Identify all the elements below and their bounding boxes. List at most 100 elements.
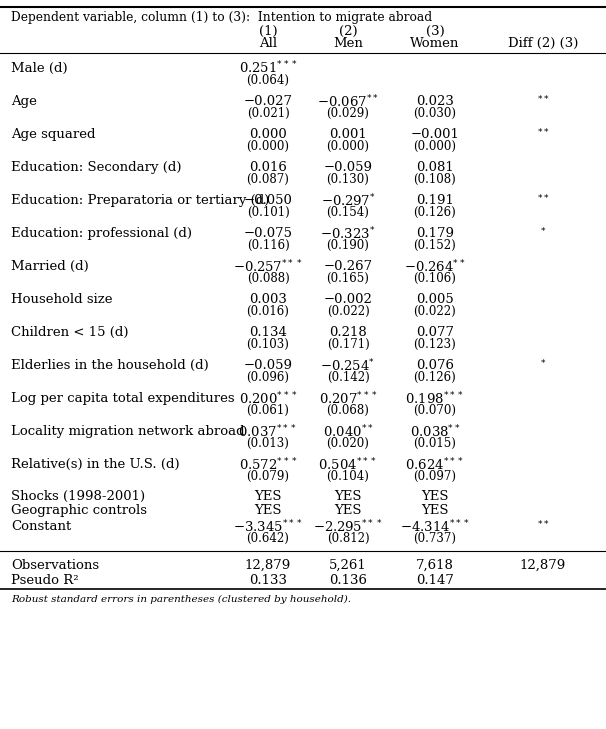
Text: $^{**}$: $^{**}$ bbox=[536, 95, 550, 108]
Text: −0.267: −0.267 bbox=[324, 260, 373, 273]
Text: 0.003: 0.003 bbox=[249, 293, 287, 306]
Text: (0.097): (0.097) bbox=[413, 470, 456, 483]
Text: (0.061): (0.061) bbox=[247, 404, 290, 417]
Text: (0.070): (0.070) bbox=[413, 404, 456, 417]
Text: (0.154): (0.154) bbox=[327, 206, 370, 219]
Text: Diff (2) (3): Diff (2) (3) bbox=[508, 37, 578, 50]
Text: (0.000): (0.000) bbox=[327, 140, 370, 153]
Text: 0.198$^{***}$: 0.198$^{***}$ bbox=[405, 391, 465, 407]
Text: Education: Secondary (d): Education: Secondary (d) bbox=[11, 161, 182, 174]
Text: 0.504$^{***}$: 0.504$^{***}$ bbox=[319, 456, 378, 473]
Text: −0.050: −0.050 bbox=[244, 194, 293, 207]
Text: 0.040$^{**}$: 0.040$^{**}$ bbox=[322, 424, 373, 440]
Text: Age: Age bbox=[11, 95, 37, 108]
Text: (0.130): (0.130) bbox=[327, 173, 370, 186]
Text: (0.016): (0.016) bbox=[247, 305, 290, 318]
Text: (0.029): (0.029) bbox=[327, 107, 370, 120]
Text: (0.812): (0.812) bbox=[327, 532, 369, 545]
Text: YES: YES bbox=[421, 504, 449, 518]
Text: Relative(s) in the U.S. (d): Relative(s) in the U.S. (d) bbox=[11, 459, 179, 471]
Text: −0.254$^{*}$: −0.254$^{*}$ bbox=[321, 357, 376, 374]
Text: 12,879: 12,879 bbox=[520, 559, 566, 572]
Text: 0.218: 0.218 bbox=[329, 326, 367, 339]
Text: (0.126): (0.126) bbox=[414, 206, 456, 219]
Text: (0.064): (0.064) bbox=[247, 74, 290, 87]
Text: 5,261: 5,261 bbox=[329, 559, 367, 572]
Text: 12,879: 12,879 bbox=[245, 559, 291, 572]
Text: 0.624$^{***}$: 0.624$^{***}$ bbox=[405, 456, 465, 473]
Text: Log per capita total expenditures: Log per capita total expenditures bbox=[11, 392, 235, 405]
Text: Geographic controls: Geographic controls bbox=[11, 504, 147, 518]
Text: (0.126): (0.126) bbox=[414, 371, 456, 384]
Text: $^{**}$: $^{**}$ bbox=[536, 521, 550, 534]
Text: Children < 15 (d): Children < 15 (d) bbox=[11, 326, 128, 339]
Text: (0.101): (0.101) bbox=[247, 206, 290, 219]
Text: 0.200$^{***}$: 0.200$^{***}$ bbox=[239, 391, 298, 407]
Text: 0.572$^{***}$: 0.572$^{***}$ bbox=[239, 456, 298, 473]
Text: Locality migration network abroad: Locality migration network abroad bbox=[11, 425, 245, 438]
Text: (0.737): (0.737) bbox=[413, 532, 456, 545]
Text: (0.087): (0.087) bbox=[247, 173, 290, 186]
Text: (0.015): (0.015) bbox=[413, 437, 456, 451]
Text: YES: YES bbox=[421, 490, 449, 503]
Text: (0.021): (0.021) bbox=[247, 107, 290, 120]
Text: (0.171): (0.171) bbox=[327, 338, 370, 351]
Text: $^{**}$: $^{**}$ bbox=[536, 194, 550, 207]
Text: −0.059: −0.059 bbox=[244, 359, 293, 373]
Text: 0.251$^{***}$: 0.251$^{***}$ bbox=[239, 61, 298, 77]
Text: Married (d): Married (d) bbox=[11, 260, 88, 273]
Text: (0.022): (0.022) bbox=[414, 305, 456, 318]
Text: Education: professional (d): Education: professional (d) bbox=[11, 227, 192, 240]
Text: All: All bbox=[259, 37, 277, 50]
Text: 0.207$^{***}$: 0.207$^{***}$ bbox=[319, 391, 378, 407]
Text: −0.001: −0.001 bbox=[410, 128, 459, 141]
Text: −3.345$^{***}$: −3.345$^{***}$ bbox=[233, 518, 303, 535]
Text: (0.165): (0.165) bbox=[327, 272, 370, 285]
Text: Observations: Observations bbox=[11, 559, 99, 572]
Text: Dependent variable, column (1) to (3):  Intention to migrate abroad: Dependent variable, column (1) to (3): I… bbox=[11, 10, 432, 23]
Text: (0.116): (0.116) bbox=[247, 239, 290, 252]
Text: (0.000): (0.000) bbox=[413, 140, 456, 153]
Text: Robust standard errors in parentheses (clustered by household).: Robust standard errors in parentheses (c… bbox=[11, 595, 351, 604]
Text: 0.023: 0.023 bbox=[416, 95, 454, 108]
Text: 0.000: 0.000 bbox=[249, 128, 287, 141]
Text: (0.079): (0.079) bbox=[247, 470, 290, 483]
Text: −0.067$^{**}$: −0.067$^{**}$ bbox=[317, 93, 379, 110]
Text: −0.027: −0.027 bbox=[244, 95, 293, 108]
Text: Women: Women bbox=[410, 37, 460, 50]
Text: Constant: Constant bbox=[11, 521, 72, 534]
Text: (0.088): (0.088) bbox=[247, 272, 290, 285]
Text: YES: YES bbox=[255, 490, 282, 503]
Text: (0.000): (0.000) bbox=[247, 140, 290, 153]
Text: 0.037$^{***}$: 0.037$^{***}$ bbox=[239, 424, 298, 440]
Text: (2): (2) bbox=[339, 25, 358, 38]
Text: 0.147: 0.147 bbox=[416, 574, 454, 587]
Text: (0.123): (0.123) bbox=[414, 338, 456, 351]
Text: YES: YES bbox=[335, 504, 362, 518]
Text: Shocks (1998-2001): Shocks (1998-2001) bbox=[11, 490, 145, 503]
Text: 0.081: 0.081 bbox=[416, 161, 454, 174]
Text: $^{*}$: $^{*}$ bbox=[540, 227, 546, 240]
Text: −0.297$^{*}$: −0.297$^{*}$ bbox=[321, 192, 375, 209]
Text: −0.264$^{**}$: −0.264$^{**}$ bbox=[404, 258, 466, 275]
Text: Household size: Household size bbox=[11, 293, 113, 306]
Text: Education: Preparatoria or tertiary (d): Education: Preparatoria or tertiary (d) bbox=[11, 194, 270, 207]
Text: Age squared: Age squared bbox=[11, 128, 96, 141]
Text: (0.022): (0.022) bbox=[327, 305, 370, 318]
Text: −0.075: −0.075 bbox=[244, 227, 293, 240]
Text: (0.152): (0.152) bbox=[414, 239, 456, 252]
Text: 0.179: 0.179 bbox=[416, 227, 454, 240]
Text: (0.142): (0.142) bbox=[327, 371, 370, 384]
Text: 0.001: 0.001 bbox=[329, 128, 367, 141]
Text: (1): (1) bbox=[259, 25, 278, 38]
Text: 0.077: 0.077 bbox=[416, 326, 454, 339]
Text: −0.002: −0.002 bbox=[324, 293, 373, 306]
Text: −2.295$^{***}$: −2.295$^{***}$ bbox=[313, 518, 383, 535]
Text: (0.106): (0.106) bbox=[413, 272, 456, 285]
Text: YES: YES bbox=[335, 490, 362, 503]
Text: Pseudo R²: Pseudo R² bbox=[11, 574, 79, 587]
Text: (0.642): (0.642) bbox=[247, 532, 290, 545]
Text: (0.020): (0.020) bbox=[327, 437, 370, 451]
Text: Elderlies in the household (d): Elderlies in the household (d) bbox=[11, 359, 208, 373]
Text: YES: YES bbox=[255, 504, 282, 518]
